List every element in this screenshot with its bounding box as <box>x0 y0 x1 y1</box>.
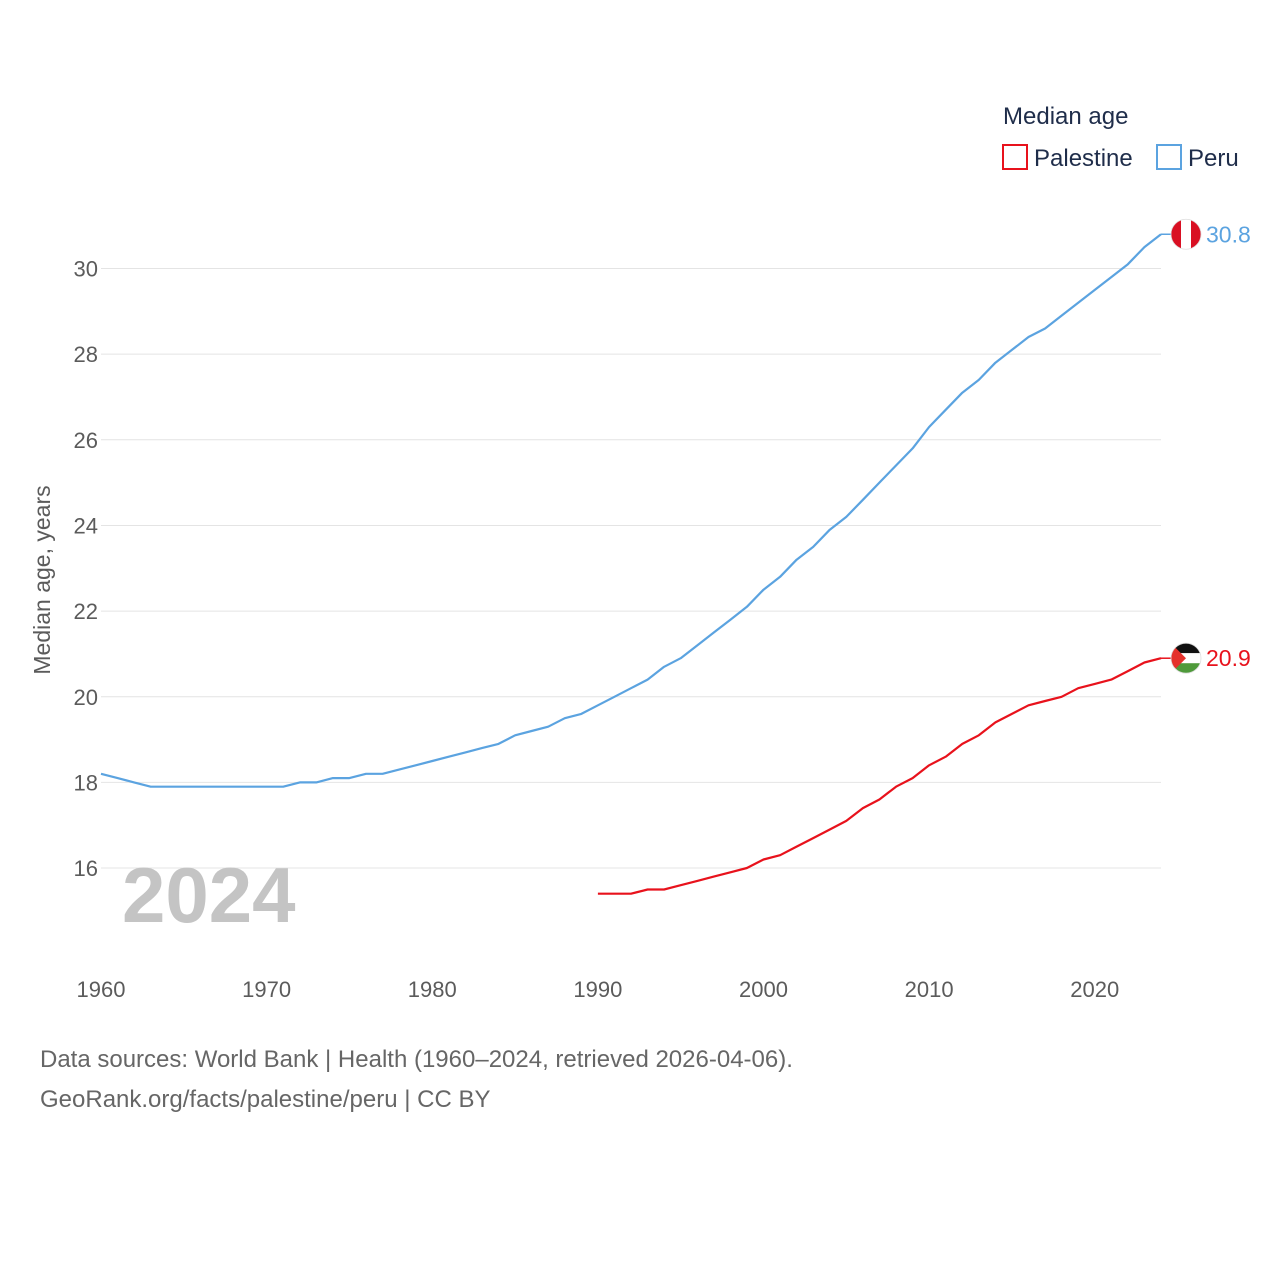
y-axis-ticks: 16 18 20 22 24 26 28 30 <box>74 257 98 882</box>
legend-item-peru[interactable]: Peru <box>1156 144 1239 172</box>
line-chart: 16 18 20 22 24 26 28 30 1960 1970 1980 1990 2000 201… <box>29 103 1251 1002</box>
x-tick-label: 1970 <box>242 977 291 1002</box>
series-line-peru[interactable] <box>100 233 1162 788</box>
y-tick-label: 30 <box>74 257 98 282</box>
series-endpoints: 30.8 20.9 <box>1161 218 1251 674</box>
y-tick-label: 28 <box>74 342 98 367</box>
legend-label-peru: Peru <box>1188 145 1239 172</box>
flag-border <box>1170 642 1202 674</box>
source-link-text[interactable]: GeoRank.org/facts/palestine/peru | CC BY <box>40 1086 491 1113</box>
palestine-flag-icon <box>1171 643 1201 674</box>
legend-label-palestine: Palestine <box>1034 145 1133 172</box>
x-tick-label: 2020 <box>1070 977 1119 1002</box>
x-axis-ticks: 1960 1970 1980 1990 2000 2010 2020 <box>77 977 1120 1002</box>
y-tick-label: 16 <box>74 856 98 881</box>
legend-swatch-peru <box>1156 144 1182 170</box>
y-axis-title: Median age, years <box>29 485 55 674</box>
x-tick-label: 2010 <box>905 977 954 1002</box>
y-tick-label: 20 <box>74 685 98 710</box>
legend-item-palestine[interactable]: Palestine <box>1002 144 1133 172</box>
legend: Median age Palestine Peru <box>1002 103 1239 172</box>
gridlines <box>101 268 1161 869</box>
flag-border <box>1170 218 1202 250</box>
y-tick-label: 18 <box>74 770 98 795</box>
x-tick-label: 2000 <box>739 977 788 1002</box>
year-watermark: 2024 <box>122 851 296 939</box>
end-value-label-peru: 30.8 <box>1206 221 1251 247</box>
legend-title: Median age <box>1003 103 1128 130</box>
x-tick-label: 1990 <box>573 977 622 1002</box>
series-layer <box>100 233 1162 895</box>
x-tick-label: 1960 <box>77 977 126 1002</box>
y-tick-label: 26 <box>74 428 98 453</box>
y-tick-label: 24 <box>74 513 98 538</box>
x-tick-label: 1980 <box>408 977 457 1002</box>
series-line-palestine[interactable] <box>597 657 1162 895</box>
peru-flag-icon <box>1171 219 1201 250</box>
data-source-text: Data sources: World Bank | Health (1960–… <box>40 1046 793 1073</box>
end-value-label-palestine: 20.9 <box>1206 645 1251 671</box>
legend-swatch-palestine <box>1002 144 1028 170</box>
y-tick-label: 22 <box>74 599 98 624</box>
